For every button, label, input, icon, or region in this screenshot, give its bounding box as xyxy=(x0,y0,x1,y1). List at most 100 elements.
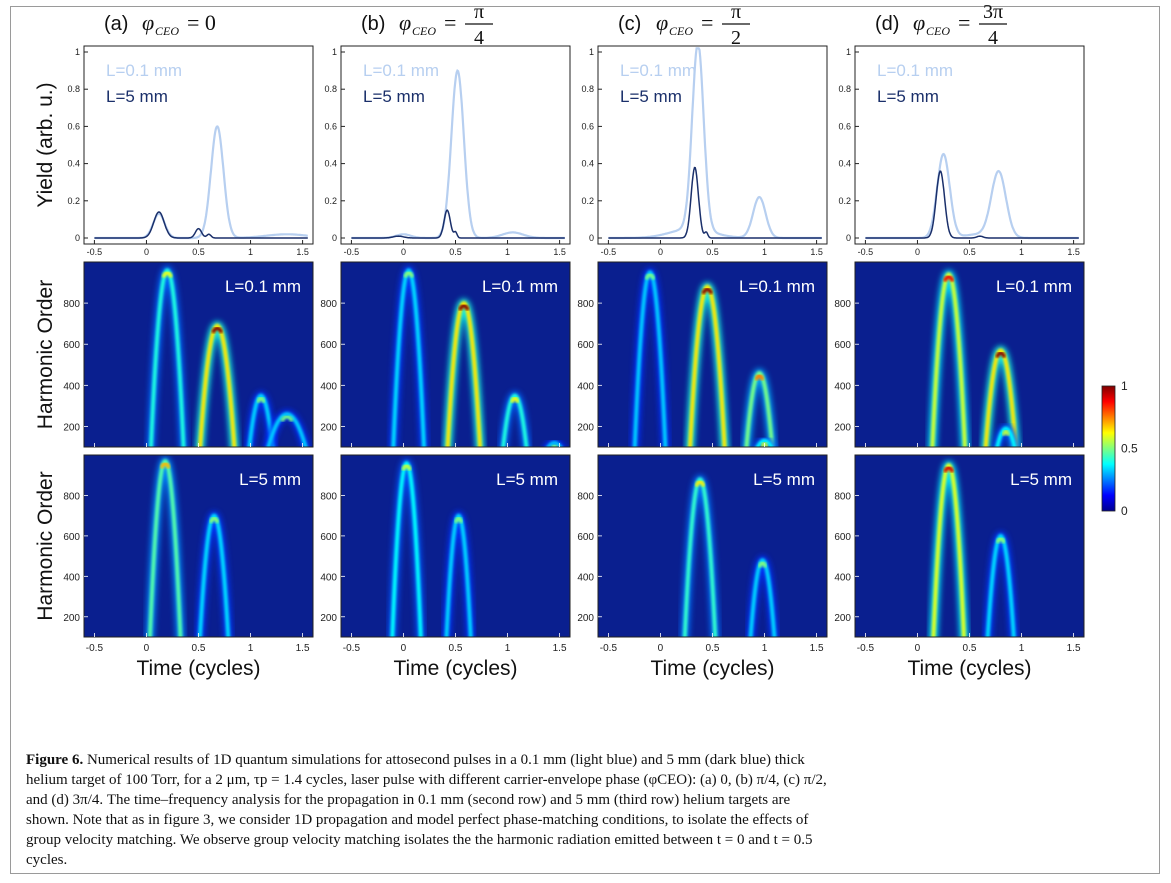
ytick-label: 0.2 xyxy=(324,196,337,206)
row-ylabel-2: Harmonic Order xyxy=(34,280,57,429)
heatmap-arches xyxy=(630,268,777,447)
ytick-label: 0 xyxy=(332,233,337,243)
heatmap-arches xyxy=(928,460,1019,637)
arch-body xyxy=(995,426,1017,447)
caption-line-4: shown. Note that as in figure 3, we cons… xyxy=(26,812,809,828)
legend-light-label: L=0.1 mm xyxy=(620,61,696,80)
fraction-numerator: 3π xyxy=(983,1,1003,23)
phi-subscript: CEO xyxy=(669,24,693,38)
ytick-label: 0.6 xyxy=(581,121,594,131)
xtick-label: 0 xyxy=(401,643,407,654)
arch-peak xyxy=(208,516,220,524)
ytick-label: 600 xyxy=(320,340,337,351)
ytick-label: 0.6 xyxy=(67,121,80,131)
xtick-label: -0.5 xyxy=(858,247,874,257)
ytick-label: 600 xyxy=(834,532,851,543)
arch-peak xyxy=(995,536,1006,544)
panel-letter: (d) xyxy=(875,13,899,35)
heatmap-arches xyxy=(387,458,476,637)
arch-peak xyxy=(403,271,415,278)
figure-frame xyxy=(10,6,1160,874)
caption-line-3: and (d) 3π/4. The time–frequency analysi… xyxy=(26,792,791,808)
arch-body xyxy=(632,270,668,447)
xtick-label: -0.5 xyxy=(343,643,361,654)
arch-peak xyxy=(701,287,714,295)
arch-body xyxy=(445,301,483,447)
heatmap-panel-a-row3: 200 400 600 800 L=5 mm -0.5 0 0.5 1 1.5 Time (cycl… xyxy=(63,454,314,680)
heatmap-label: L=0.1 mm xyxy=(739,277,815,296)
arch-body xyxy=(501,393,529,447)
caption-line-6: cycles. xyxy=(26,852,68,868)
heatmap-arches xyxy=(927,270,1021,447)
arch-body xyxy=(546,440,563,447)
yield-line-5mm xyxy=(351,209,565,239)
ytick-label: 400 xyxy=(577,572,594,583)
heatmap-arches xyxy=(145,456,233,637)
arch-peak xyxy=(458,303,470,311)
ytick-label: 0 xyxy=(846,233,851,243)
xtick-label: 0.5 xyxy=(963,247,976,257)
ytick-label: 0 xyxy=(75,233,80,243)
xtick-label: 1 xyxy=(762,247,767,257)
xtick-label: 1 xyxy=(248,643,254,654)
ytick-label: 0.6 xyxy=(838,121,851,131)
legend-dark-label: L=5 mm xyxy=(106,87,168,106)
ytick-label: 600 xyxy=(320,532,337,543)
xtick-label: 0.5 xyxy=(449,643,463,654)
figure-6: (a) φ CEO = 0 (b) φ CEO = π4(c) φ CEO = π2(d) φ CEO = 3π… xyxy=(34,1,1138,680)
ytick-label: 600 xyxy=(63,532,80,543)
heatmap-background xyxy=(855,262,1084,447)
yield-line-5mm xyxy=(608,166,822,239)
xtick-label: 0 xyxy=(401,247,406,257)
xtick-label: 1.5 xyxy=(810,247,823,257)
ytick-label: 0.2 xyxy=(838,196,851,206)
arch-body xyxy=(930,272,967,447)
arch-body xyxy=(931,463,966,637)
ytick-label: 800 xyxy=(63,299,80,310)
ytick-label: 400 xyxy=(63,572,80,583)
arch-body xyxy=(266,412,308,447)
arch-body xyxy=(197,514,231,637)
arch-peak xyxy=(280,414,294,423)
arch-peak xyxy=(757,560,768,568)
xtick-label: 1.5 xyxy=(1067,643,1081,654)
ytick-label: 800 xyxy=(320,299,337,310)
phi-subscript: CEO xyxy=(412,24,436,38)
ytick-label: 400 xyxy=(577,381,594,392)
ytick-label: 800 xyxy=(63,491,80,502)
heatmap-label: L=0.1 mm xyxy=(482,277,558,296)
heatmap-background xyxy=(855,455,1084,637)
arch-body xyxy=(391,268,426,447)
ytick-label: 400 xyxy=(834,381,851,392)
legend-light-label: L=0.1 mm xyxy=(106,61,182,80)
panel-letter: (c) xyxy=(618,13,641,35)
legend-light-label: L=0.1 mm xyxy=(877,61,953,80)
xtick-label: -0.5 xyxy=(601,247,617,257)
row-ylabel-3: Harmonic Order xyxy=(34,471,57,620)
phi-subscript: CEO xyxy=(926,24,950,38)
xtick-label: -0.5 xyxy=(600,643,618,654)
arch-peak xyxy=(995,351,1007,359)
row-ylabel-1: Yield (arb. u.) xyxy=(34,82,57,207)
ytick-label: 0.2 xyxy=(581,196,594,206)
phi-symbol: φ xyxy=(656,10,668,35)
panel-title-a: (a) φ CEO = 0 xyxy=(104,10,216,38)
xtick-label: -0.5 xyxy=(86,643,104,654)
arch-body xyxy=(688,284,727,447)
xtick-label: 1 xyxy=(1019,247,1024,257)
heatmap-label: L=0.1 mm xyxy=(996,277,1072,296)
xtick-label: 1.5 xyxy=(553,247,566,257)
arch-body xyxy=(147,459,183,637)
ytick-label: 200 xyxy=(577,613,594,624)
yield-panel-a: 0 0.2 0.4 0.6 0.8 1 -0.5 0 0.5 1 1.5 L=0.1 mm L=5 mm xyxy=(67,45,314,257)
arch-body xyxy=(198,324,237,447)
ytick-label: 200 xyxy=(63,422,80,433)
heatmap-panel-a-row2: 200 400 600 800 L=0.1 mm xyxy=(63,261,314,448)
heatmap-label: L=5 mm xyxy=(753,470,815,489)
legend-dark-label: L=5 mm xyxy=(877,87,939,106)
arch-peak xyxy=(1001,429,1011,437)
ytick-label: 1 xyxy=(332,47,337,57)
yield-axes-box xyxy=(83,45,314,245)
ytick-label: 0.2 xyxy=(67,196,80,206)
ytick-label: 0.4 xyxy=(324,159,337,169)
